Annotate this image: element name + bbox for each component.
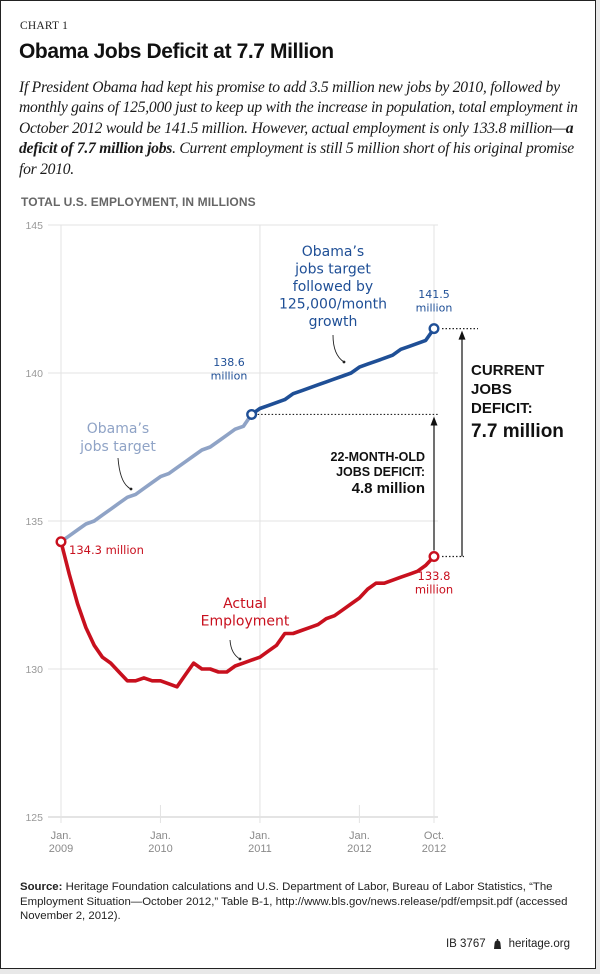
label-current-deficit: CURRENT JOBS DEFICIT: 7.7 million — [471, 362, 564, 442]
brief-id: IB 3767 — [445, 938, 486, 950]
y-tick-145: 145 — [25, 220, 43, 232]
y-axis-title: TOTAL U.S. EMPLOYMENT, IN MILLIONS — [21, 195, 256, 209]
grid — [48, 224, 438, 823]
leader-jobs-target-head — [129, 487, 133, 491]
chart-subtitle: If President Obama had kept his promise … — [19, 78, 587, 180]
subtitle-text-2: . Current employment is still 5 million … — [19, 140, 574, 178]
x-tick-month: Jan. — [349, 830, 370, 842]
point-markers — [55, 323, 440, 563]
label-old-deficit-value: 4.8 million — [352, 480, 425, 497]
deficit-guides — [257, 328, 478, 558]
series-line-jobs-target — [59, 412, 254, 544]
source-text: Heritage Foundation calculations and U.S… — [20, 881, 568, 923]
label-jobs-target-line: Obama’s — [87, 421, 149, 437]
y-tick-130: 130 — [25, 664, 43, 676]
x-tick-4: Oct. 2012 — [422, 830, 446, 855]
label-jobs-target: Obama’s jobs target — [79, 421, 156, 455]
x-tick-0: Jan. 2009 — [49, 830, 73, 855]
x-tick-year: 2012 — [347, 843, 371, 855]
leader-actual-employment-head — [238, 657, 242, 661]
label-actual-employment-line: Actual — [223, 596, 267, 612]
x-tick-3: Jan. 2012 — [347, 830, 371, 855]
label-old-deficit-line1: 22-MONTH-OLD — [331, 450, 425, 464]
x-tick-month: Jan. — [150, 830, 171, 842]
label-end-target: 141.5 million — [416, 288, 453, 315]
marker-end-actual — [428, 551, 440, 563]
x-tick-month: Jan. — [51, 830, 72, 842]
old-deficit-arrowhead — [430, 416, 438, 426]
liberty-bell-icon — [493, 938, 501, 949]
label-target-growth-line: growth — [309, 314, 358, 330]
label-actual-employment-line: Employment — [201, 614, 290, 630]
label-target-growth: Obama’s jobs target followed by 125,000/mon… — [279, 244, 387, 330]
x-tick-1: Jan. 2010 — [148, 830, 172, 855]
x-tick-year: 2012 — [422, 843, 446, 855]
x-tick-month: Oct. — [424, 830, 444, 842]
marker-end-target — [428, 323, 440, 335]
subtitle-text-1: If President Obama had kept his promise … — [19, 79, 578, 137]
source-label: Source: — [20, 881, 63, 893]
label-actual-employment: Actual Employment — [201, 596, 290, 630]
label-mid-target: 138.6 million — [211, 356, 248, 383]
label-old-deficit-line2: JOBS DEFICIT: — [336, 465, 425, 479]
label-end-actual: 133.8 million — [415, 569, 453, 597]
label-jobs-target-line: jobs target — [79, 439, 156, 455]
label-target-growth-line: jobs target — [294, 262, 371, 278]
series-line-actual — [59, 539, 436, 689]
x-tick-year: 2009 — [49, 843, 73, 855]
label-target-growth-line: Obama’s — [302, 244, 364, 260]
label-mid-target-line: million — [211, 370, 248, 383]
label-start-value: 134.3 million — [69, 543, 144, 557]
x-tick-year: 2010 — [148, 843, 172, 855]
series-lines — [59, 326, 436, 689]
label-end-target-line: 141.5 — [418, 288, 450, 301]
subtitle-emphasis: a deficit of 7.7 million jobs — [19, 119, 574, 158]
label-current-deficit-value: 7.7 million — [471, 421, 564, 442]
leader-target-growth-head — [342, 360, 346, 364]
label-mid-target-line: 138.6 — [213, 356, 245, 369]
series-line-target-growth — [249, 326, 436, 417]
label-target-growth-line: followed by — [293, 279, 373, 295]
y-tick-labels: 125 130 135 140 145 — [25, 220, 43, 824]
label-old-deficit: 22-MONTH-OLD JOBS DEFICIT: 4.8 million — [331, 450, 425, 497]
leader-actual-employment — [229, 639, 241, 660]
label-current-deficit-line1: CURRENT — [471, 362, 544, 379]
leader-jobs-target — [117, 457, 132, 490]
label-current-deficit-line3: DEFICIT: — [471, 400, 533, 417]
source-note: Source: Heritage Foundation calculations… — [20, 880, 580, 924]
y-tick-135: 135 — [25, 516, 43, 528]
footer-credit: IB 3767 heritage.org — [446, 938, 570, 950]
y-tick-140: 140 — [25, 368, 43, 380]
x-tick-2: Jan. 2011 — [248, 830, 272, 855]
label-end-target-line: million — [416, 302, 453, 315]
marker-start-actual — [55, 536, 67, 548]
y-tick-125: 125 — [25, 812, 43, 824]
label-end-actual-line: 133.8 — [418, 569, 451, 583]
x-tick-year: 2011 — [248, 843, 272, 855]
label-end-actual-line: million — [415, 583, 453, 597]
site-link[interactable]: heritage.org — [508, 938, 570, 950]
chart-kicker: CHART 1 — [20, 20, 69, 32]
leader-target-growth — [332, 334, 345, 363]
marker-mid-target — [246, 408, 258, 420]
chart-title: Obama Jobs Deficit at 7.7 Million — [19, 40, 334, 63]
x-tick-month: Jan. — [250, 830, 271, 842]
current-deficit-arrowhead — [458, 330, 466, 340]
label-current-deficit-line2: JOBS — [471, 381, 512, 398]
label-target-growth-line: 125,000/month — [279, 297, 387, 313]
